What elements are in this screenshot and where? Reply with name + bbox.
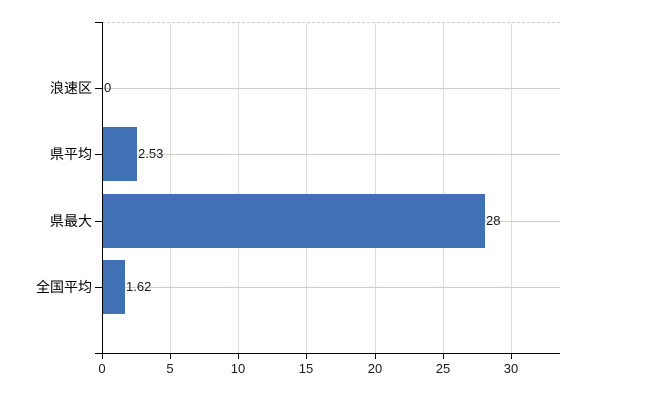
vertical-gridline bbox=[170, 23, 171, 353]
x-tick-label: 30 bbox=[503, 361, 519, 376]
x-axis-tick bbox=[238, 353, 239, 359]
category-label: 県平均 bbox=[50, 146, 92, 162]
bar bbox=[103, 194, 485, 248]
x-axis-tick bbox=[170, 353, 171, 359]
bar-value-label: 2.53 bbox=[138, 146, 164, 161]
y-axis-tick bbox=[95, 154, 102, 155]
x-axis-tick bbox=[375, 353, 376, 359]
vertical-gridline bbox=[375, 23, 376, 353]
bar-value-label: 1.62 bbox=[126, 279, 152, 294]
x-axis-line bbox=[95, 353, 560, 354]
category-label: 浪速区 bbox=[50, 80, 92, 96]
x-tick-label: 5 bbox=[166, 361, 174, 376]
y-axis-tick bbox=[95, 221, 102, 222]
x-axis-tick bbox=[443, 353, 444, 359]
vertical-gridline bbox=[306, 23, 307, 353]
y-axis-tick bbox=[95, 22, 102, 23]
bar-value-label: 0 bbox=[104, 80, 112, 95]
x-tick-label: 25 bbox=[435, 361, 451, 376]
x-tick-label: 20 bbox=[367, 361, 383, 376]
vertical-gridline bbox=[238, 23, 239, 353]
bar bbox=[103, 127, 137, 181]
vertical-gridline bbox=[511, 23, 512, 353]
y-axis-line bbox=[102, 22, 103, 353]
y-axis-tick bbox=[95, 88, 102, 89]
bar-value-label: 28 bbox=[486, 213, 501, 228]
category-label: 全国平均 bbox=[36, 279, 92, 295]
x-axis-tick bbox=[511, 353, 512, 359]
x-tick-label: 10 bbox=[230, 361, 246, 376]
y-axis-tick bbox=[95, 287, 102, 288]
category-label: 県最大 bbox=[50, 213, 92, 229]
x-tick-label: 0 bbox=[98, 361, 106, 376]
bar bbox=[103, 260, 125, 314]
x-axis-tick bbox=[102, 353, 103, 359]
horizontal-gridline bbox=[103, 287, 560, 288]
vertical-gridline bbox=[443, 23, 444, 353]
horizontal-gridline bbox=[103, 88, 560, 89]
x-axis-tick bbox=[306, 353, 307, 359]
x-tick-label: 15 bbox=[298, 361, 314, 376]
horizontal-gridline bbox=[103, 154, 560, 155]
plot-top-border bbox=[102, 22, 560, 23]
